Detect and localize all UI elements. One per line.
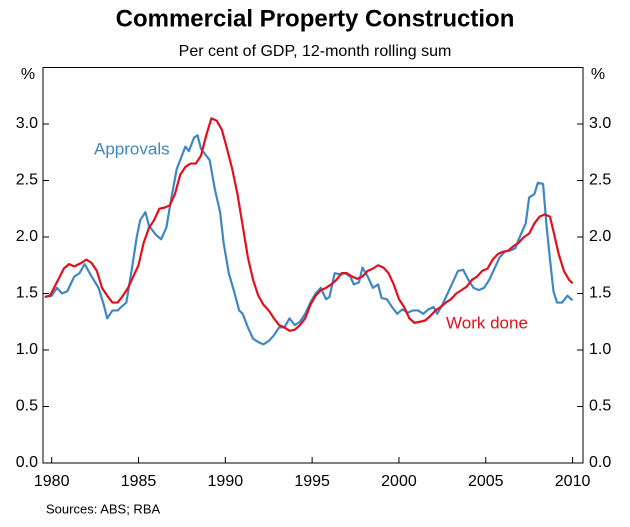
chart-title: Commercial Property Construction <box>116 5 515 32</box>
y2-tick-label: 0.0 <box>589 454 611 471</box>
y-tick-label: 3.0 <box>16 115 38 132</box>
series-line <box>44 117 574 332</box>
x-tick-label: 1995 <box>294 473 330 490</box>
x-tick-label: 2005 <box>468 473 504 490</box>
x-tick-label: 2000 <box>381 473 417 490</box>
y2-tick-label: 0.5 <box>589 398 611 415</box>
y2-tick-label: 1.0 <box>589 341 611 358</box>
series-label: Work done <box>446 313 528 332</box>
y2-unit: % <box>591 66 605 83</box>
x-tick-label: 2010 <box>555 473 591 490</box>
y-tick-label: 1.5 <box>16 285 38 302</box>
x-tick-label: 1990 <box>208 473 244 490</box>
chart-subtitle: Per cent of GDP, 12-month rolling sum <box>179 43 452 60</box>
y-tick-label: 1.0 <box>16 341 38 358</box>
series-label: Approvals <box>94 139 170 158</box>
source: Sources: ABS; RBA <box>46 501 160 516</box>
y2-tick-label: 3.0 <box>589 115 611 132</box>
y2-tick-label: 2.5 <box>589 172 611 189</box>
y2-tick-label: 2.0 <box>589 228 611 245</box>
x-tick-label: 1980 <box>34 473 70 490</box>
x-tick-label: 1985 <box>121 473 157 490</box>
y2-tick-label: 1.5 <box>589 285 611 302</box>
y-tick-label: 2.5 <box>16 172 38 189</box>
y-tick-label: 2.0 <box>16 228 38 245</box>
series-line <box>44 134 574 346</box>
plot-frame <box>42 67 584 464</box>
y-tick-label: 0.0 <box>16 454 38 471</box>
y-unit: % <box>21 66 35 83</box>
y-tick-label: 0.5 <box>16 398 38 415</box>
